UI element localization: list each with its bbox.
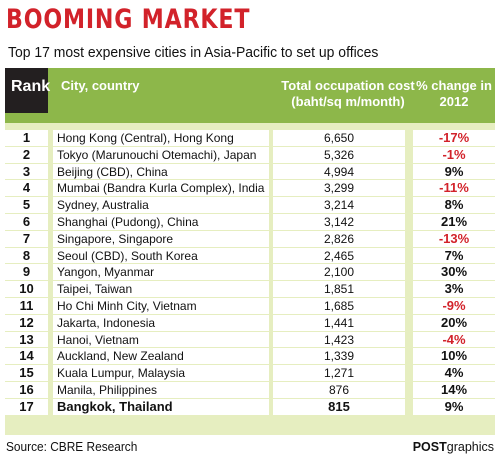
change-cell: 7% [413, 247, 495, 265]
change-cell: 9% [413, 163, 495, 181]
rank-cell: 13 [5, 331, 48, 349]
table-row: 4 Mumbai (Bandra Kurla Complex), India 3,2… [5, 180, 495, 198]
cost-cell: 4,994 [273, 163, 405, 181]
city-cell: Shanghai (Pudong), China [53, 213, 269, 231]
change-cell: -1% [413, 146, 495, 164]
rank-cell: 7 [5, 230, 48, 248]
change-cell: 21% [413, 213, 495, 231]
city-cell: Sydney, Australia [53, 197, 269, 214]
rank-cell: 5 [5, 197, 48, 214]
change-cell: -11% [413, 180, 495, 198]
table-row: 5 Sydney, Australia 3,214 8% [5, 197, 495, 214]
credit-logo: POSTgraphics [413, 440, 494, 454]
cost-cell: 6,650 [273, 130, 405, 147]
change-cell: 9% [413, 398, 495, 416]
change-cell: 8% [413, 197, 495, 214]
cost-header: Total occupation cost (baht/sq m/month) [281, 78, 415, 109]
rank-cell: 17 [5, 398, 48, 416]
credit-rest: graphics [446, 440, 494, 454]
source-note: Source: CBRE Research [6, 440, 138, 454]
cost-cell: 3,214 [273, 197, 405, 214]
cost-cell: 1,423 [273, 331, 405, 349]
rank-cell: 8 [5, 247, 48, 265]
cost-cell: 876 [273, 381, 405, 399]
city-cell: Hanoi, Vietnam [53, 331, 269, 349]
rank-cell: 6 [5, 213, 48, 231]
rank-cell: 1 [5, 130, 48, 147]
cost-cell: 3,299 [273, 180, 405, 198]
cost-cell: 815 [273, 398, 405, 416]
table-row: 14 Auckland, New Zealand 1,339 10% [5, 348, 495, 366]
city-cell: Mumbai (Bandra Kurla Complex), India [53, 180, 269, 198]
city-cell: Auckland, New Zealand [53, 348, 269, 366]
rank-cell: 14 [5, 348, 48, 366]
change-header: % change in 2012 [416, 78, 492, 109]
cost-cell: 2,100 [273, 264, 405, 282]
cost-cell: 1,685 [273, 297, 405, 315]
city-cell: Jakarta, Indonesia [53, 314, 269, 332]
cost-cell: 2,826 [273, 230, 405, 248]
cost-cell: 1,271 [273, 365, 405, 382]
table-row: 3 Beijing (CBD), China 4,994 9% [5, 163, 495, 181]
table-row: 11 Ho Chi Minh City, Vietnam 1,685 -9% [5, 297, 495, 315]
rank-cell: 9 [5, 264, 48, 282]
change-cell: -4% [413, 331, 495, 349]
table-row: 1 Hong Kong (Central), Hong Kong 6,650 -17% [5, 130, 495, 147]
city-cell: Tokyo (Marunouchi Otemachi), Japan [53, 146, 269, 164]
table-row: 16 Manila, Philippines 876 14% [5, 381, 495, 399]
change-cell: 20% [413, 314, 495, 332]
cost-cell: 1,441 [273, 314, 405, 332]
rank-cell: 11 [5, 297, 48, 315]
rank-header-cell: Rank [5, 68, 51, 113]
table-header: Rank City, country Total occupation cost… [5, 68, 495, 123]
change-cell: 14% [413, 381, 495, 399]
rank-cell: 15 [5, 365, 48, 382]
change-cell: -9% [413, 297, 495, 315]
table-row: 9 Yangon, Myanmar 2,100 30% [5, 264, 495, 282]
rank-cell: 4 [5, 180, 48, 198]
change-cell: -17% [413, 130, 495, 147]
change-cell: 30% [413, 264, 495, 282]
rank-cell: 2 [5, 146, 48, 164]
cost-cell: 1,851 [273, 281, 405, 298]
change-cell: 10% [413, 348, 495, 366]
rank-header: Rank [11, 78, 51, 95]
table-row: 17 Bangkok, Thailand 815 9% [5, 398, 495, 416]
table-row: 10 Taipei, Taiwan 1,851 3% [5, 281, 495, 298]
city-cell: Taipei, Taiwan [53, 281, 269, 298]
rank-cell: 10 [5, 281, 48, 298]
change-cell: 4% [413, 365, 495, 382]
city-cell: Manila, Philippines [53, 381, 269, 399]
table-row: 7 Singapore, Singapore 2,826 -13% [5, 230, 495, 248]
ranking-table: Rank City, country Total occupation cost… [5, 68, 495, 435]
city-cell: Beijing (CBD), China [53, 163, 269, 181]
chart-title: BOOMING MARKET [6, 4, 251, 35]
table-row: 2 Tokyo (Marunouchi Otemachi), Japan 5,326… [5, 146, 495, 164]
change-cell: 3% [413, 281, 495, 298]
table-row: 15 Kuala Lumpur, Malaysia 1,271 4% [5, 365, 495, 382]
change-cell: -13% [413, 230, 495, 248]
city-header: City, country [61, 78, 140, 93]
cost-cell: 3,142 [273, 213, 405, 231]
rank-cell: 16 [5, 381, 48, 399]
table-row: 12 Jakarta, Indonesia 1,441 20% [5, 314, 495, 332]
city-cell: Hong Kong (Central), Hong Kong [53, 130, 269, 147]
city-cell: Seoul (CBD), South Korea [53, 247, 269, 265]
table-body: 1 Hong Kong (Central), Hong Kong 6,650 -17%… [5, 130, 495, 416]
city-cell: Yangon, Myanmar [53, 264, 269, 282]
city-cell: Kuala Lumpur, Malaysia [53, 365, 269, 382]
city-cell: Bangkok, Thailand [53, 398, 269, 416]
credit-bold: POST [412, 440, 447, 454]
rank-cell: 12 [5, 314, 48, 332]
rank-cell: 3 [5, 163, 48, 181]
table-row: 8 Seoul (CBD), South Korea 2,465 7% [5, 247, 495, 265]
cost-cell: 2,465 [273, 247, 405, 265]
cost-cell: 1,339 [273, 348, 405, 366]
chart-subtitle: Top 17 most expensive cities in Asia-Pac… [8, 44, 379, 61]
cost-cell: 5,326 [273, 146, 405, 164]
table-row: 6 Shanghai (Pudong), China 3,142 21% [5, 213, 495, 231]
table-row: 13 Hanoi, Vietnam 1,423 -4% [5, 331, 495, 349]
city-cell: Ho Chi Minh City, Vietnam [53, 297, 269, 315]
city-cell: Singapore, Singapore [53, 230, 269, 248]
